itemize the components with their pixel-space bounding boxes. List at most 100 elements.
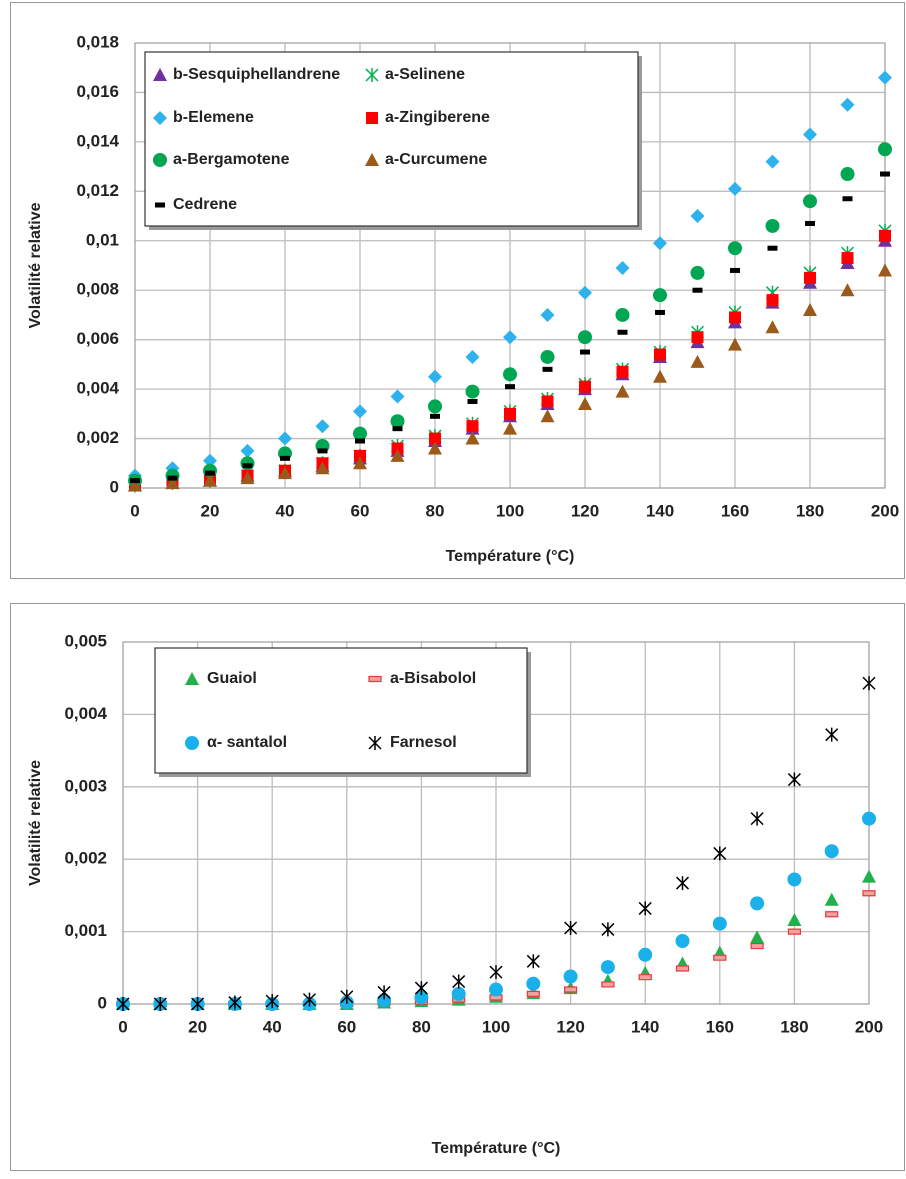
data-point <box>167 475 178 481</box>
data-point <box>390 389 405 404</box>
data-point <box>787 772 801 787</box>
data-point <box>675 965 690 972</box>
data-point <box>600 960 615 975</box>
x-tick-label: 20 <box>188 1017 207 1036</box>
y-tick-label: 0,008 <box>76 280 119 299</box>
x-tick-label: 40 <box>263 1017 282 1036</box>
data-point <box>564 986 578 993</box>
data-point <box>429 432 441 445</box>
x-tick-label: 20 <box>201 501 220 520</box>
data-point <box>862 890 876 897</box>
data-point <box>191 997 205 1011</box>
data-point <box>278 466 292 480</box>
data-point <box>638 947 653 962</box>
x-tick-label: 100 <box>482 1017 510 1036</box>
y-axis-title: Volatilité relative <box>27 760 44 886</box>
data-point <box>317 448 328 454</box>
data-point <box>728 241 742 256</box>
data-point <box>579 380 591 393</box>
legend-label: Cedrene <box>173 196 237 213</box>
y-tick-label: 0,001 <box>64 921 107 940</box>
data-point <box>203 453 217 468</box>
data-point <box>504 407 516 420</box>
data-point <box>354 449 366 462</box>
x-tick-label: 0 <box>130 501 139 520</box>
y-tick-label: 0,004 <box>64 704 107 723</box>
data-point <box>391 442 404 455</box>
data-point <box>803 127 817 142</box>
x-tick-label: 40 <box>276 501 295 520</box>
data-point <box>390 448 405 462</box>
data-point <box>878 70 892 85</box>
data-point <box>390 414 405 429</box>
data-point <box>767 245 778 251</box>
data-point <box>765 218 780 233</box>
data-point <box>728 181 742 196</box>
data-point <box>842 196 853 202</box>
data-point <box>840 97 855 112</box>
x-tick-label: 60 <box>351 501 370 520</box>
data-point <box>540 349 555 364</box>
data-point <box>750 942 764 950</box>
data-point <box>879 229 891 242</box>
x-tick-label: 180 <box>796 501 824 520</box>
data-point <box>675 934 690 949</box>
data-point <box>526 976 541 991</box>
legend-label: b-Sesquiphellandrene <box>173 66 340 83</box>
x-tick-label: 120 <box>571 501 599 520</box>
data-point <box>428 369 442 384</box>
legend-marker <box>365 153 379 166</box>
data-point <box>165 476 180 490</box>
data-point <box>578 330 592 345</box>
x-tick-label: 140 <box>646 501 674 520</box>
y-tick-label: 0,018 <box>76 32 119 51</box>
data-point <box>840 283 855 297</box>
data-point <box>451 986 466 1001</box>
legend-marker <box>155 202 165 208</box>
data-point <box>315 419 330 434</box>
data-point <box>690 265 705 280</box>
x-tick-label: 0 <box>118 1017 127 1036</box>
x-tick-label: 160 <box>706 1017 734 1036</box>
data-point <box>653 288 667 303</box>
data-point <box>803 194 817 209</box>
data-point <box>315 461 330 475</box>
data-point <box>750 811 764 826</box>
y-tick-label: 0,006 <box>76 329 119 348</box>
legend-label: a-Bisabolol <box>390 670 476 687</box>
data-point <box>242 463 253 469</box>
x-tick-label: 60 <box>337 1017 356 1036</box>
data-point <box>240 443 255 458</box>
data-point <box>730 267 740 273</box>
data-point <box>804 271 816 284</box>
data-point <box>713 954 727 961</box>
data-point <box>824 892 839 906</box>
data-point <box>414 990 429 1005</box>
data-point <box>466 420 479 433</box>
data-point <box>353 456 367 470</box>
x-tick-label: 200 <box>855 1017 883 1036</box>
legend-label: a-Selinene <box>385 66 465 83</box>
x-tick-label: 180 <box>780 1017 808 1036</box>
legend-label: Farnesol <box>390 734 457 751</box>
data-point <box>526 990 540 997</box>
data-point <box>692 287 703 293</box>
legend-label: Guaiol <box>207 670 257 687</box>
legend-label: a-Zingiberene <box>385 109 490 126</box>
data-point <box>503 421 517 435</box>
data-point <box>265 994 279 1009</box>
data-point <box>787 928 801 935</box>
data-point <box>542 366 553 372</box>
data-point <box>750 896 765 911</box>
data-point <box>601 922 615 937</box>
data-point <box>503 330 517 345</box>
legend-marker <box>153 68 167 81</box>
data-point <box>428 399 442 414</box>
data-point <box>578 285 592 300</box>
y-axis-title: Volatilité relative <box>27 202 44 328</box>
data-point <box>430 413 440 419</box>
data-point <box>862 869 876 883</box>
data-point <box>578 396 592 410</box>
legend <box>144 51 639 227</box>
